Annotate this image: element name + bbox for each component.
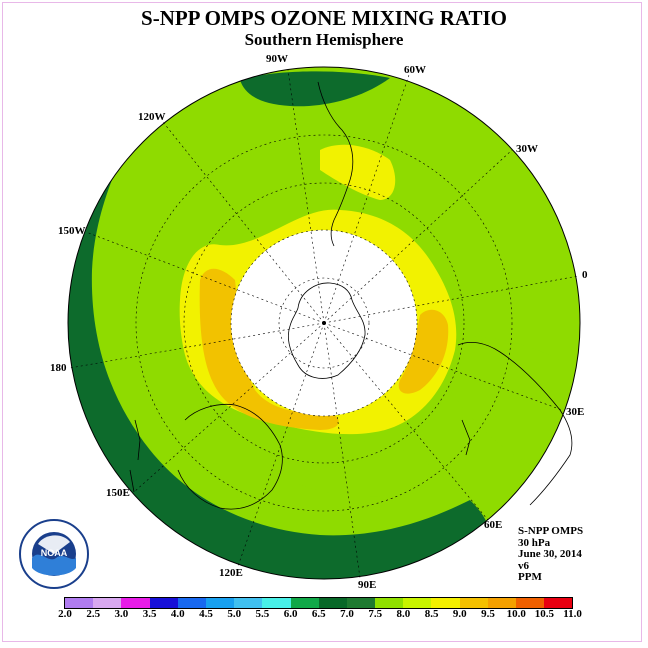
lon-label-90e: 90E — [358, 579, 376, 591]
lon-label-120e: 120E — [219, 567, 243, 579]
color-bar-tick-label: 3.5 — [142, 608, 157, 620]
field-dark-green-north — [240, 71, 390, 107]
lon-label-150e: 150E — [106, 487, 130, 499]
color-bar-segment — [346, 598, 376, 608]
lon-label-60e: 60E — [484, 519, 502, 531]
madagascar-coast — [461, 419, 471, 456]
south-pole-marker — [322, 321, 326, 325]
map-boundary — [67, 66, 581, 580]
color-bar-segment — [177, 598, 206, 608]
australia-coast — [177, 403, 283, 510]
color-bar-segment — [375, 598, 404, 608]
product-info: S-NPP OMPS 30 hPa June 30, 2014 v6 PPM — [518, 525, 584, 584]
color-bar-tick-label: 2.5 — [86, 608, 101, 620]
meridian-30e — [323, 322, 563, 411]
latitude-circle-50 — [135, 134, 513, 512]
meridian-0 — [323, 275, 579, 324]
color-bar-segment — [121, 598, 150, 608]
lon-label-60w: 60W — [404, 64, 426, 76]
color-bar-segment — [234, 598, 263, 608]
new-zealand-coast — [129, 419, 141, 493]
color-bar-tick-label: 4.5 — [199, 608, 213, 620]
color-bar-segment — [290, 598, 319, 608]
latitude-circle-80 — [278, 277, 370, 369]
color-bar-ticks: 2.0 2.5 3.0 3.5 4.0 4.5 5.0 5.5 6.0 6.5 7.0 7.5 8.0 8… — [0, 608, 648, 622]
field-orange-east — [398, 309, 449, 394]
meridian-150e — [133, 322, 325, 493]
lon-label-30w: 30W — [516, 143, 538, 155]
meridian-60w — [323, 71, 411, 324]
color-bar-tick-label: 6.5 — [311, 608, 326, 620]
color-bar-segment — [205, 598, 235, 608]
south-america-coast — [317, 81, 354, 247]
info-units: PPM — [518, 571, 542, 584]
color-bar-segment — [65, 598, 94, 608]
field-medium-green-east — [440, 336, 580, 470]
graticule — [69, 69, 579, 579]
color-bar — [64, 597, 574, 609]
color-bar-segment — [93, 598, 122, 608]
latitude-circle-70 — [230, 229, 418, 417]
noaa-logo: NOAA — [19, 519, 89, 589]
color-bar-tick-label: 4.0 — [170, 608, 185, 620]
field-medium-green-south — [290, 436, 431, 497]
lon-label-120w: 120W — [138, 111, 166, 123]
lon-label-180: 180 — [50, 362, 67, 374]
color-bar-tick-label: 8.0 — [396, 608, 411, 620]
field-dark-green-west — [68, 80, 491, 579]
info-version: v6 — [518, 559, 529, 572]
ozone-field — [68, 67, 580, 579]
color-bar-tick-label: 10.0 — [506, 608, 526, 620]
lon-label-0: 0 — [582, 269, 588, 281]
color-bar-tick-label: 9.5 — [481, 608, 495, 620]
color-bar-tick-label: 7.5 — [368, 608, 383, 620]
lon-label-150w: 150W — [58, 225, 86, 237]
color-bar-segment — [544, 598, 573, 608]
plot-frame — [2, 2, 642, 642]
info-instrument: S-NPP OMPS — [518, 525, 584, 537]
color-bar-tick-label: 7.0 — [340, 608, 354, 620]
color-bar-segment — [403, 598, 432, 608]
color-bar-tick-label: 3.0 — [114, 608, 129, 620]
map-subtitle: Southern Hemisphere — [244, 30, 404, 49]
color-bar-segment — [149, 598, 178, 608]
color-bar-tick-label: 10.5 — [534, 608, 555, 620]
color-bar-segment — [459, 598, 488, 608]
color-bar-segment — [262, 598, 291, 608]
africa-coast — [457, 341, 573, 506]
color-bar-tick-label: 2.0 — [58, 608, 72, 620]
field-yellow-north — [320, 144, 396, 200]
info-date: June 30, 2014 — [518, 548, 582, 561]
latitude-circle-60 — [183, 182, 465, 464]
color-bar-segment — [431, 598, 460, 608]
map-title: S-NPP OMPS OZONE MIXING RATIO — [141, 6, 507, 30]
color-bar-segment — [318, 598, 347, 608]
color-bar-tick-label: 11.0 — [563, 608, 582, 620]
color-bar-tick-label: 5.0 — [227, 608, 242, 620]
color-bar-tick-label: 6.0 — [283, 608, 298, 620]
info-pressure-level: 30 hPa — [518, 536, 551, 549]
lon-label-30e: 30E — [566, 406, 584, 418]
color-bar-segment — [487, 598, 516, 608]
color-bar-tick-label: 5.5 — [255, 608, 270, 620]
color-bar-tick-label: 9.0 — [452, 608, 467, 620]
color-bar-segment — [516, 598, 545, 608]
color-bar-tick-label: 8.5 — [424, 608, 439, 620]
lon-label-90w: 90W — [266, 53, 288, 65]
noaa-logo-text: NOAA — [41, 548, 68, 558]
